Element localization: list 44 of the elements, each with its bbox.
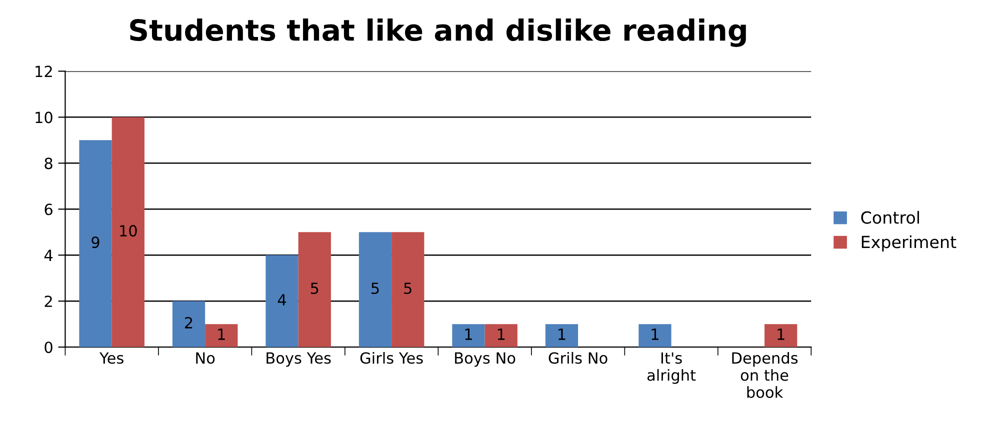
- x-tick-label: Yes: [99, 352, 124, 364]
- bar: [452, 324, 485, 348]
- data-label: 1: [465, 328, 472, 340]
- bar: [172, 301, 206, 348]
- x-tick-label: No: [196, 352, 215, 364]
- y-tick-label: 8: [44, 158, 52, 170]
- data-label: 4: [278, 294, 286, 306]
- x-tick-label: Boys No: [455, 352, 516, 367]
- data-label: 5: [404, 282, 412, 294]
- data-label: 10: [120, 225, 137, 237]
- y-tick-label: 4: [44, 250, 53, 261]
- data-label: 1: [778, 328, 784, 340]
- bar: [484, 324, 518, 348]
- x-tick-label: Grils No: [548, 352, 608, 364]
- data-label: 2: [185, 316, 192, 328]
- x-tick-label: Boys Yes: [266, 352, 331, 367]
- y-tick-label: 0: [44, 342, 52, 354]
- x-tick-label: Girls Yes: [360, 352, 423, 364]
- x-tick-label: It's alright: [647, 352, 696, 384]
- data-label: 1: [218, 328, 225, 340]
- bar: [764, 324, 798, 348]
- bar: [545, 324, 578, 348]
- data-label: 1: [652, 328, 658, 340]
- bar: [638, 324, 672, 348]
- bar: [298, 232, 331, 348]
- x-tick-label: Depends on the book: [732, 352, 798, 398]
- bar: [79, 140, 112, 348]
- data-label: 5: [372, 282, 379, 294]
- y-tick-label: 6: [44, 204, 52, 216]
- bar: [358, 232, 392, 348]
- bar: [205, 324, 238, 348]
- y-tick-label: 2: [44, 296, 52, 307]
- bar: [112, 117, 144, 348]
- data-label: 9: [92, 236, 100, 248]
- data-label: 1: [498, 328, 505, 340]
- legend-label: Experiment: [862, 235, 956, 252]
- chart-title: Students that like and dislike reading: [130, 18, 746, 47]
- legend-label: Control: [861, 210, 919, 224]
- y-tick-label: 12: [36, 66, 52, 78]
- data-label: 1: [558, 328, 566, 340]
- data-label: 5: [310, 282, 318, 294]
- bar: [266, 255, 298, 348]
- bar: [392, 232, 424, 348]
- y-tick-label: 10: [36, 112, 52, 124]
